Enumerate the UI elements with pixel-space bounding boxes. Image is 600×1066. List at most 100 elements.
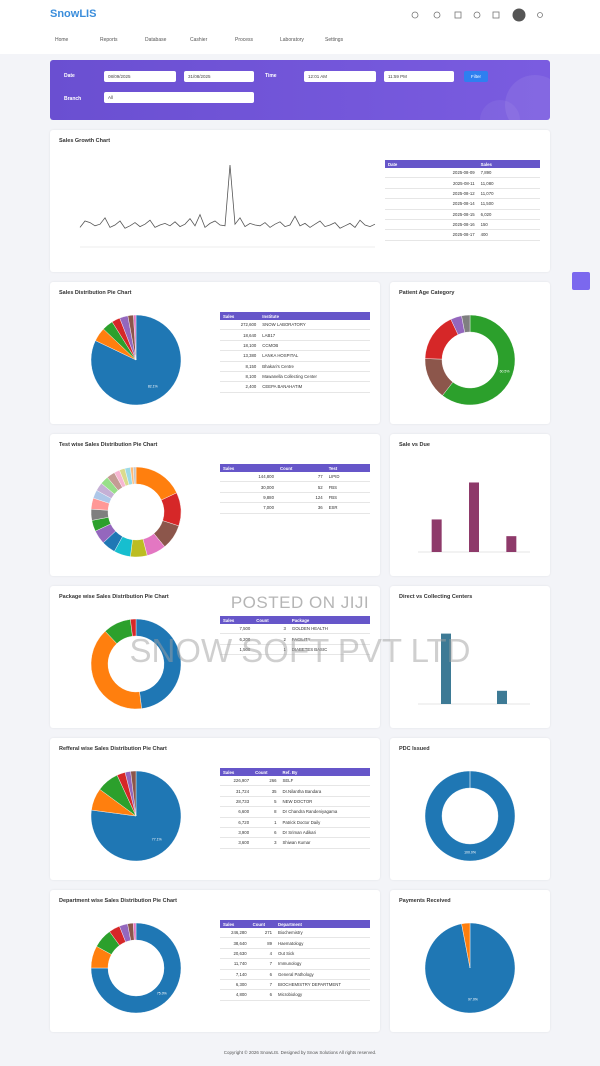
chart: 77.1% <box>90 770 182 862</box>
table-row: 2025-08-15 6,020 <box>385 209 540 220</box>
chart: 75.0% <box>90 922 182 1014</box>
card-title: Sales Distribution Pie Chart <box>59 290 132 296</box>
icon[interactable] <box>492 11 500 19</box>
icon[interactable] <box>454 11 462 19</box>
table-cell: 1 <box>253 644 289 656</box>
table-cell: SNOW LABORATORY <box>259 320 370 331</box>
column-header: Count <box>276 464 326 472</box>
table-cell: 11,740 <box>220 958 250 970</box>
table-cell: 6,300 <box>220 979 250 991</box>
column-header: Sales <box>220 768 253 776</box>
table-cell: Shiwan Kumar <box>279 837 370 849</box>
table-cell: LANKA HOSPITAL <box>259 350 370 362</box>
table-cell: 89 <box>249 937 276 949</box>
table-row: 6,300 7 BIOCHEMISTRY DEPARTMENT <box>220 979 370 991</box>
table-cell: SELF <box>279 776 370 787</box>
chart-card: Payments Received 97.0% <box>390 890 550 1032</box>
branch-select[interactable]: All <box>104 92 254 103</box>
table-cell: 7,890 <box>477 168 540 179</box>
nav-item[interactable]: Laboratory <box>280 37 304 43</box>
icon[interactable] <box>537 12 543 18</box>
icon[interactable] <box>473 11 481 19</box>
card-title: Patient Age Category <box>399 290 455 296</box>
watermark: POSTED ON JIJI <box>230 593 370 612</box>
nav-item[interactable]: Database <box>145 37 167 43</box>
nav-item[interactable]: Settings <box>325 37 344 43</box>
table-row: 6,200 2 FACILITY <box>220 633 370 645</box>
filter-bar: Date 08/09/2025 31/08/2025 Time 12:01 AM… <box>50 60 550 120</box>
table-cell: Microbiology <box>275 989 370 1001</box>
data-table: Sales Institute 272,600 SNOW LABORATORY 18,6… <box>220 312 370 393</box>
chart: 97.0% <box>424 922 516 1014</box>
table-header: Sales Institute <box>220 312 370 320</box>
table-row: 7,000 36 ESR <box>220 502 370 514</box>
table-cell: 4,800 <box>220 989 250 1001</box>
table-row: 2025-08-14 11,500 <box>385 198 540 210</box>
table-cell: 13,380 <box>220 350 260 362</box>
table-cell: 3,900 <box>220 827 253 839</box>
card-title: Package wise Sales Distribution Pie Char… <box>59 594 169 600</box>
table-cell: 9,880 <box>220 492 277 504</box>
table-cell: 8,150 <box>220 361 260 372</box>
table-row: 2,400 CEEPA BANAHATIM <box>220 381 370 393</box>
column-header: Sales <box>220 616 254 624</box>
slice-label: 100.0% <box>464 850 476 854</box>
data-table: Sales Count Department 246,280 271 Biochemist… <box>220 920 370 1001</box>
chart <box>418 633 530 705</box>
slice <box>133 314 137 361</box>
table-cell: Immunology <box>275 958 370 970</box>
chart-card: PDC Issued 100.0% <box>390 738 550 880</box>
table-cell: Dr Sriman Adikari <box>279 827 370 839</box>
icon[interactable] <box>433 11 441 19</box>
table-cell: LIPID <box>325 472 370 483</box>
chart-card: Refferal wise Sales Distribution Pie Cha… <box>50 738 380 880</box>
date-input[interactable]: 31/08/2025 <box>184 71 254 82</box>
chart-card: Sales Distribution Pie Chart 82.1% Sales In… <box>50 282 380 424</box>
table-cell: 2025-08-14 <box>385 198 478 210</box>
sales-line <box>79 164 376 229</box>
slice <box>424 770 516 862</box>
table-cell: 7,000 <box>220 502 277 514</box>
table-row: 3,900 6 Dr Sriman Adikari <box>220 827 370 839</box>
table-cell: General Pathology <box>275 969 370 980</box>
side-button[interactable] <box>572 272 590 290</box>
watermark: SNOW SOFT PVT LTD <box>129 632 471 669</box>
table-cell: 271 <box>249 928 276 939</box>
card-title: Payments Received <box>399 898 451 904</box>
time-input[interactable]: 11:59 PM <box>384 71 454 82</box>
slice-label: 75.0% <box>157 992 167 996</box>
table-row: 3,600 3 Shiwan Kumar <box>220 837 370 849</box>
table-row: 144,800 77 LIPID <box>220 472 370 483</box>
slice <box>90 770 182 862</box>
table-cell: ESR <box>325 502 370 514</box>
table-cell: CCMOB <box>259 340 370 352</box>
table-cell: 272,600 <box>220 320 260 331</box>
time-input[interactable]: 12:01 AM <box>304 71 376 82</box>
column-header: Date <box>385 160 478 168</box>
icon[interactable] <box>411 11 419 19</box>
nav-item[interactable]: Reports <box>100 37 118 43</box>
table-cell: 11,070 <box>477 188 540 200</box>
avatar[interactable] <box>512 8 526 22</box>
data-table: Sales Count Package 7,500 3 GOLDEN HEALTH 6,20… <box>220 616 370 656</box>
column-header: Test <box>325 464 370 472</box>
table-cell: Mawanella Collecting Center <box>259 371 370 383</box>
table-cell: 400 <box>477 229 540 241</box>
slice <box>135 618 182 709</box>
table-cell: 150 <box>477 219 540 231</box>
filter-button[interactable]: Filter <box>464 71 488 82</box>
table-cell: 30,000 <box>220 481 277 493</box>
table-row: 2025-08-12 11,070 <box>385 188 540 200</box>
table-cell: 2 <box>253 633 289 645</box>
table-row: 2025-08-09 7,890 <box>385 168 540 179</box>
logo[interactable]: SnowLIS <box>50 8 97 20</box>
table-cell: 6,020 <box>477 209 540 220</box>
nav-item[interactable]: Cashier <box>190 37 208 43</box>
chart-card: Patient Age Category 60.5% <box>390 282 550 424</box>
date-input[interactable]: 08/09/2025 <box>104 71 176 82</box>
nav-item[interactable]: Home <box>55 37 69 43</box>
nav-item[interactable]: Process <box>235 37 254 43</box>
table-header: Sales Count Department <box>220 920 370 928</box>
column-header: Sales <box>220 920 250 928</box>
slice <box>135 466 177 501</box>
